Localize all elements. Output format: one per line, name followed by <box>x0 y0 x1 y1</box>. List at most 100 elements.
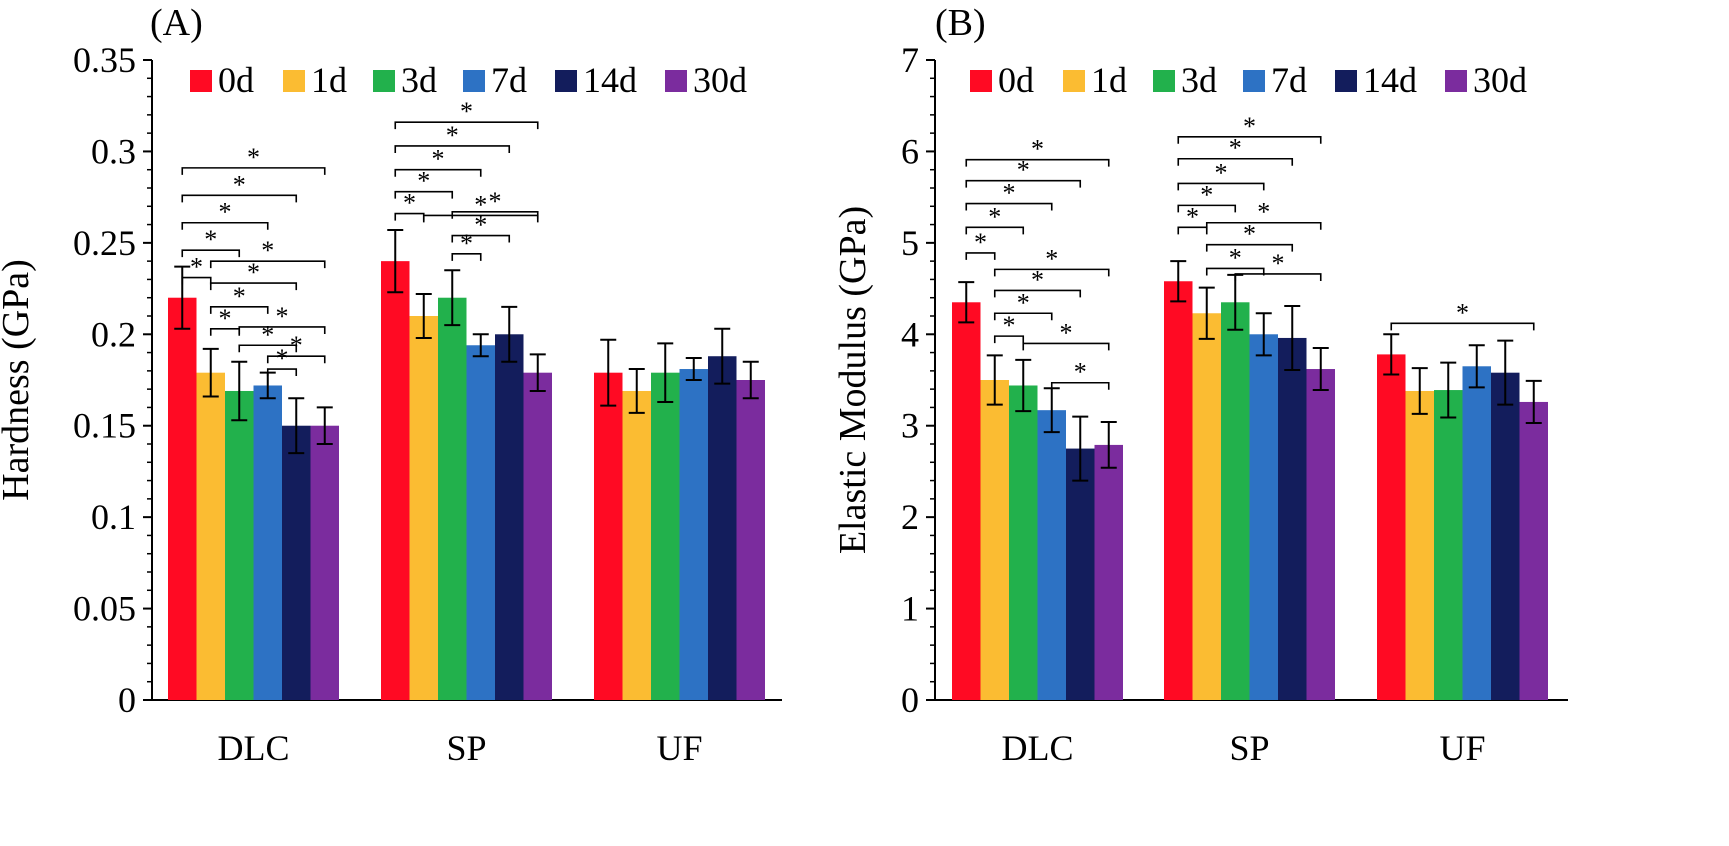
significance-bracket <box>394 121 539 130</box>
significance-star: * <box>1045 244 1058 273</box>
y-tick-label: 0 <box>901 680 919 720</box>
bar-uf-7d <box>1462 366 1491 700</box>
bar-sp-7d <box>466 345 495 700</box>
y-tick-label: 0.35 <box>73 40 136 80</box>
significance-star: * <box>261 236 274 265</box>
bar-uf-30d <box>736 380 765 700</box>
x-category-label: UF <box>1439 728 1485 768</box>
significance-bracket <box>451 234 511 243</box>
legend-swatch <box>1335 70 1357 92</box>
significance-star: * <box>233 170 246 199</box>
significance-bracket <box>1390 322 1535 331</box>
significance-star: * <box>1243 220 1256 249</box>
legend-swatch <box>1243 70 1265 92</box>
significance-bracket <box>1177 226 1208 235</box>
y-tick-label: 0.05 <box>73 589 136 629</box>
bar-sp-0d <box>381 261 410 700</box>
significance-bracket <box>181 221 269 230</box>
significance-bracket <box>993 268 1110 277</box>
y-axis-title: Elastic Modulus (GPa) <box>832 206 874 554</box>
legend-label: 30d <box>1473 60 1527 100</box>
significance-bracket <box>965 179 1082 188</box>
significance-bracket <box>209 260 326 269</box>
significance-star: * <box>276 344 289 373</box>
significance-bracket <box>394 145 511 153</box>
elastic-modulus-panel: (B) 0 1 2 3 4 5 6 7 Elastic Modulus (GPa) DLC SP UF *… <box>832 2 1568 768</box>
significance-star: * <box>1229 243 1242 272</box>
bar-uf-0d <box>594 372 623 700</box>
y-tick-label: 0 <box>118 680 136 720</box>
significance-bracket <box>451 210 539 219</box>
bar-uf-3d <box>651 372 680 700</box>
significance-star: * <box>1003 311 1016 340</box>
significance-bracket <box>266 355 326 364</box>
significance-star: * <box>489 187 502 216</box>
significance-star: * <box>417 167 430 196</box>
significance-star: * <box>1456 298 1469 327</box>
significance-bracket <box>1177 157 1294 166</box>
significance-bracket <box>209 306 269 314</box>
legend-swatch <box>665 70 687 92</box>
significance-star: * <box>1186 202 1199 231</box>
bar-dlc-14d <box>1066 448 1095 700</box>
significance-bracket <box>1022 342 1110 351</box>
legend-swatch <box>1445 70 1467 92</box>
bar-uf-1d <box>622 390 651 700</box>
significance-bracket <box>1177 182 1265 191</box>
bar-dlc-3d <box>225 390 254 700</box>
legend-swatch <box>1063 70 1085 92</box>
significance-star: * <box>403 189 416 218</box>
bar-dlc-0d <box>168 297 197 700</box>
significance-star: * <box>1031 265 1044 294</box>
significance-star: * <box>1215 158 1228 187</box>
bar-dlc-1d <box>196 372 225 700</box>
significance-star: * <box>247 143 260 172</box>
bar-sp-14d <box>495 334 524 700</box>
significance-star: * <box>446 121 459 150</box>
legend-label: 1d <box>1091 60 1127 100</box>
bar-uf-3d <box>1434 390 1463 700</box>
bar-dlc-7d <box>1037 410 1066 700</box>
significance-bracket <box>965 252 996 260</box>
y-tick-label: 2 <box>901 497 919 537</box>
significance-star: * <box>261 320 274 349</box>
legend-swatch <box>283 70 305 92</box>
significance-bracket <box>181 249 241 258</box>
significance-bracket <box>209 282 298 291</box>
bar-sp-0d <box>1164 281 1193 700</box>
significance-bracket <box>993 335 1025 344</box>
legend-label: 3d <box>1181 60 1217 100</box>
significance-bracket <box>422 214 539 223</box>
bar-sp-30d <box>1306 369 1335 700</box>
significance-bracket <box>181 167 326 175</box>
significance-star: * <box>460 229 473 258</box>
y-tick-label: 0.2 <box>91 314 136 354</box>
legend-label: 0d <box>218 60 254 100</box>
x-category-label: SP <box>1229 728 1269 768</box>
significance-star: * <box>1003 179 1016 208</box>
significance-bracket <box>1177 136 1322 144</box>
significance-star: * <box>974 228 987 257</box>
y-tick-label: 6 <box>901 131 919 171</box>
legend-label: 1d <box>311 60 347 100</box>
y-tick-label: 3 <box>901 406 919 446</box>
significance-bracket <box>965 158 1110 167</box>
bar-sp-3d <box>438 297 467 700</box>
legend-swatch <box>555 70 577 92</box>
significance-bracket <box>1234 273 1322 281</box>
significance-star: * <box>1272 249 1285 278</box>
bar-uf-14d <box>708 356 737 700</box>
significance-bracket <box>451 253 482 261</box>
significance-bracket <box>965 202 1053 211</box>
bar-sp-1d <box>409 316 438 700</box>
legend-swatch <box>463 70 485 92</box>
bar-dlc-1d <box>980 380 1009 700</box>
y-tick-label: 0.25 <box>73 223 136 263</box>
y-axis-title: Hardness (GPa) <box>0 259 37 501</box>
bar-sp-3d <box>1221 302 1250 700</box>
significance-star: * <box>190 253 203 282</box>
bar-uf-14d <box>1491 372 1520 700</box>
significance-star: * <box>1031 135 1044 164</box>
significance-bracket <box>394 190 454 199</box>
